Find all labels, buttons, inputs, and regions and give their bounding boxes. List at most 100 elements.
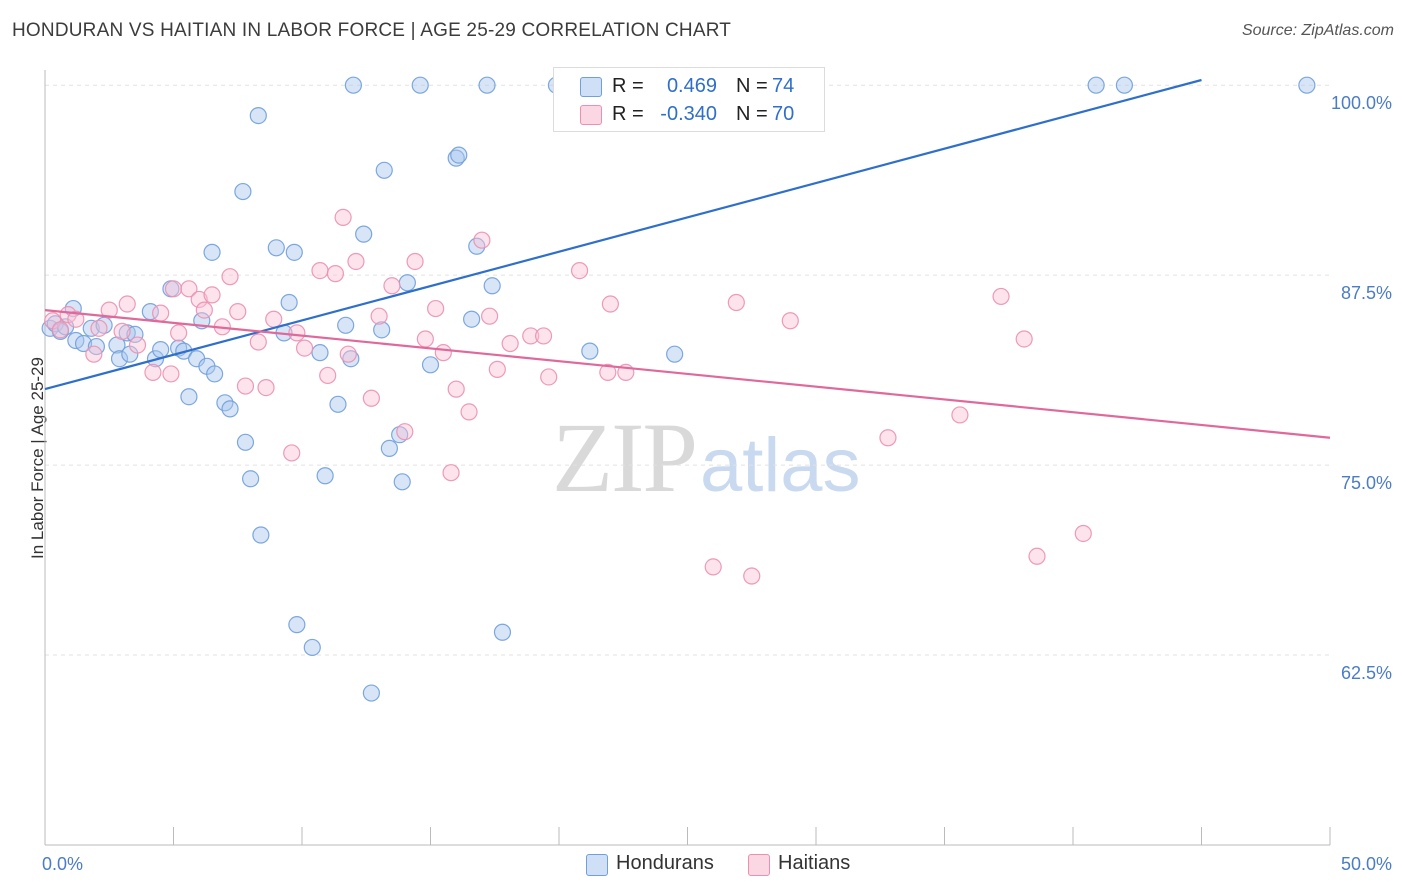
honduran-point xyxy=(249,106,267,125)
x-tick-label: 50.0% xyxy=(1341,854,1392,874)
r-value: -0.340 xyxy=(660,103,717,125)
haitian-point xyxy=(113,322,131,340)
honduran-point xyxy=(329,395,347,413)
honduran-point xyxy=(74,334,93,353)
haitian-point xyxy=(162,365,180,383)
haitian-point xyxy=(339,345,357,363)
haitian-point xyxy=(128,336,147,354)
haitian-point xyxy=(1074,524,1092,543)
honduran-point xyxy=(303,638,321,657)
honduran-point xyxy=(483,277,501,295)
honduran-point xyxy=(288,616,306,634)
honduran-point xyxy=(236,433,255,451)
haitian-point xyxy=(221,268,239,286)
haitian-point xyxy=(481,307,499,325)
haitian-point xyxy=(1015,330,1033,348)
haitian-point xyxy=(334,208,352,227)
honduran-point xyxy=(393,473,411,491)
watermark: ZIPatlas xyxy=(552,400,861,515)
haitian-point xyxy=(257,378,275,397)
haitian-point xyxy=(51,321,70,339)
honduran-point xyxy=(447,149,465,167)
honduran-point xyxy=(221,400,239,418)
honduran-point xyxy=(1298,76,1316,94)
r-value: 0.469 xyxy=(666,75,717,97)
haitian-point xyxy=(727,293,745,312)
honduran-point xyxy=(375,161,393,179)
haitian-point xyxy=(570,261,589,280)
n-label: N = xyxy=(736,75,768,97)
honduran-legend-swatch xyxy=(586,854,608,876)
watermark-zip: ZIP xyxy=(552,402,698,513)
haitian-point xyxy=(118,295,136,313)
haitian-point xyxy=(416,330,434,348)
trend-lines xyxy=(44,78,1331,439)
haitian-point xyxy=(236,377,255,395)
haitian-point xyxy=(362,389,380,407)
n-value: 74 xyxy=(772,75,795,97)
haitian-point xyxy=(383,277,401,295)
haitian-point xyxy=(473,231,491,249)
haitian-point xyxy=(601,295,620,313)
honduran-point xyxy=(316,467,334,485)
haitian-trend-line xyxy=(44,309,1331,439)
haitian-point xyxy=(164,280,183,298)
data-points xyxy=(41,76,1316,702)
honduran-point xyxy=(95,316,113,334)
legend-label: Haitians xyxy=(778,852,851,874)
haitian-point xyxy=(704,558,722,576)
haitian-point xyxy=(229,303,247,321)
n-label: N = xyxy=(736,103,768,125)
honduran-point xyxy=(581,342,599,360)
r-label: R = xyxy=(612,103,644,125)
haitian-point xyxy=(311,261,329,280)
haitian-point xyxy=(427,299,445,318)
legend-label: Hondurans xyxy=(616,852,714,874)
honduran-point xyxy=(280,293,298,312)
haitian-point xyxy=(488,360,506,378)
honduran-point xyxy=(493,623,512,641)
haitian-point xyxy=(951,406,969,424)
honduran-point xyxy=(344,76,362,94)
honduran-point xyxy=(311,344,329,362)
n-value: 70 xyxy=(772,103,795,125)
series-legend: Hondurans Haitians xyxy=(0,852,1406,878)
haitian-point xyxy=(992,287,1010,306)
haitian-swatch xyxy=(580,105,602,125)
honduran-point xyxy=(126,325,144,344)
x-tick-label: 0.0% xyxy=(42,854,83,874)
legend-row-haitians: R = -0.340 N = 70 xyxy=(554,101,824,129)
haitian-point xyxy=(743,567,761,585)
y-tick-label: 87.5% xyxy=(1341,283,1392,303)
tick-labels: 62.5% 75.0% 87.5% 100.0% 0.0% 50.0% xyxy=(42,93,1392,874)
y-tick-label: 62.5% xyxy=(1341,663,1392,683)
honduran-point xyxy=(234,182,252,201)
honduran-point xyxy=(411,76,429,94)
honduran-point xyxy=(152,341,170,359)
honduran-point xyxy=(463,310,481,328)
honduran-point xyxy=(398,274,416,292)
haitian-point xyxy=(370,307,388,325)
axes xyxy=(44,70,1331,846)
haitian-point xyxy=(599,363,617,382)
y-tick-label: 100.0% xyxy=(1331,93,1392,113)
honduran-point xyxy=(285,243,303,261)
honduran-point xyxy=(337,316,355,334)
haitian-point xyxy=(319,366,337,385)
haitian-point xyxy=(283,444,301,462)
haitian-point xyxy=(879,429,897,447)
haitian-point xyxy=(1028,547,1046,565)
haitian-point xyxy=(460,403,478,421)
honduran-point xyxy=(267,239,285,257)
honduran-point xyxy=(421,356,440,374)
stats-legend: R = 0.469 N = 74 R = -0.340 N = 70 xyxy=(553,67,825,132)
honduran-point xyxy=(252,526,270,544)
honduran-trend-line xyxy=(44,78,1202,391)
honduran-point xyxy=(373,321,391,339)
honduran-point xyxy=(203,243,221,261)
honduran-point xyxy=(110,350,129,368)
haitian-point xyxy=(190,290,208,309)
r-label: R = xyxy=(612,75,644,97)
haitian-point xyxy=(326,265,345,283)
honduran-point xyxy=(478,76,496,94)
